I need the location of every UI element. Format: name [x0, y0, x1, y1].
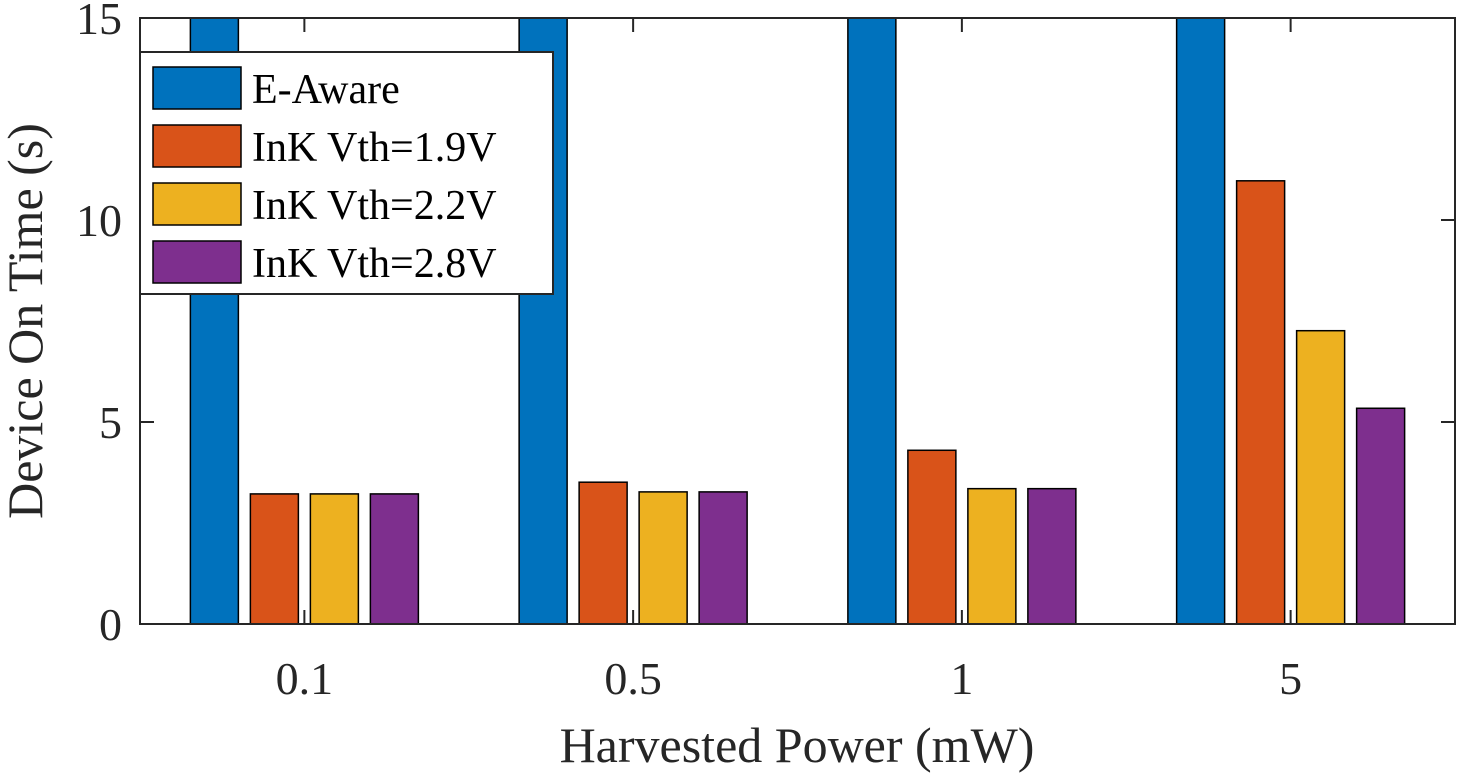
- x-tick-label: 1: [950, 653, 973, 704]
- bar-2-cat-1: [249, 493, 300, 625]
- bar-4-cat-1: [369, 493, 420, 625]
- y-tick-label: 10: [76, 195, 122, 246]
- bar-1-cat-3: [847, 17, 897, 625]
- bar-3-cat-2: [638, 491, 688, 625]
- y-tick-label: 5: [99, 397, 122, 448]
- plot-frame: [139, 17, 1456, 625]
- y-axis-label: Device On Time (s): [0, 123, 53, 519]
- y-axis-ticks: 0 5 10 15: [76, 0, 1455, 650]
- bar-1-cat-4: [1175, 17, 1226, 625]
- bar-3-cat-1: [309, 493, 360, 625]
- x-tick-label: 5: [1279, 653, 1302, 704]
- x-axis-label: Harvested Power (mW): [560, 717, 1035, 773]
- y-tick-label: 15: [76, 0, 122, 44]
- bar-2-cat-3: [907, 449, 957, 625]
- x-tick-label: 0.1: [276, 653, 334, 704]
- legend-swatch-4: [152, 240, 242, 284]
- legend-label-3: InK Vth=2.2V: [252, 183, 497, 229]
- legend-label-2: InK Vth=1.9V: [252, 125, 497, 171]
- bar-4-cat-4: [1355, 407, 1406, 625]
- bar-2-cat-4: [1235, 180, 1286, 625]
- legend-label-1: E-Aware: [252, 67, 400, 113]
- bar-2-cat-2: [578, 481, 628, 625]
- legend-label-4: InK Vth=2.8V: [252, 241, 497, 287]
- legend-swatch-1: [152, 66, 242, 110]
- bar-4-cat-3: [1027, 487, 1077, 625]
- x-axis-ticks: 0.1 0.5 1 5: [276, 18, 1302, 704]
- legend-swatch-2: [152, 124, 242, 168]
- legend: E-Aware InK Vth=1.9V InK Vth=2.2V InK Vth=2…: [139, 51, 554, 295]
- y-tick-label: 0: [99, 599, 122, 650]
- bar-4-cat-2: [698, 491, 748, 625]
- bar-3-cat-3: [967, 487, 1017, 625]
- bar-3-cat-4: [1295, 329, 1346, 625]
- x-tick-label: 0.5: [604, 653, 662, 704]
- legend-swatch-3: [152, 182, 242, 226]
